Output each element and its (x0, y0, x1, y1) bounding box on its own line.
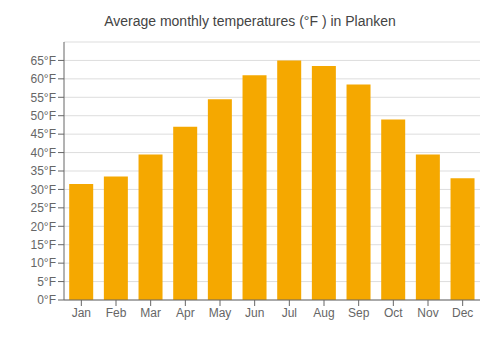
svg-text:5°F: 5°F (37, 275, 56, 289)
svg-text:Sep: Sep (348, 306, 370, 320)
svg-text:15°F: 15°F (31, 238, 56, 252)
svg-text:Dec: Dec (452, 306, 473, 320)
svg-text:40°F: 40°F (31, 146, 56, 160)
svg-text:Feb: Feb (106, 306, 127, 320)
svg-text:0°F: 0°F (37, 293, 56, 307)
svg-text:30°F: 30°F (31, 183, 56, 197)
svg-text:20°F: 20°F (31, 220, 56, 234)
svg-text:Aug: Aug (313, 306, 334, 320)
svg-text:Jul: Jul (282, 306, 297, 320)
svg-text:Jan: Jan (72, 306, 91, 320)
svg-text:35°F: 35°F (31, 164, 56, 178)
svg-text:Oct: Oct (384, 306, 403, 320)
svg-text:May: May (209, 306, 232, 320)
svg-text:60°F: 60°F (31, 72, 56, 86)
svg-text:55°F: 55°F (31, 91, 56, 105)
svg-text:45°F: 45°F (31, 127, 56, 141)
svg-text:Jun: Jun (245, 306, 264, 320)
html-text:Average monthly temperatures (: Average monthly temperatures (°F ) in Pl… (104, 13, 396, 29)
svg-text:Apr: Apr (176, 306, 195, 320)
svg-text:Nov: Nov (417, 306, 438, 320)
svg-text:50°F: 50°F (31, 109, 56, 123)
svg-text:65°F: 65°F (31, 54, 56, 68)
svg-text:10°F: 10°F (31, 256, 56, 270)
svg-text:25°F: 25°F (31, 201, 56, 215)
svg-text:Mar: Mar (140, 306, 161, 320)
